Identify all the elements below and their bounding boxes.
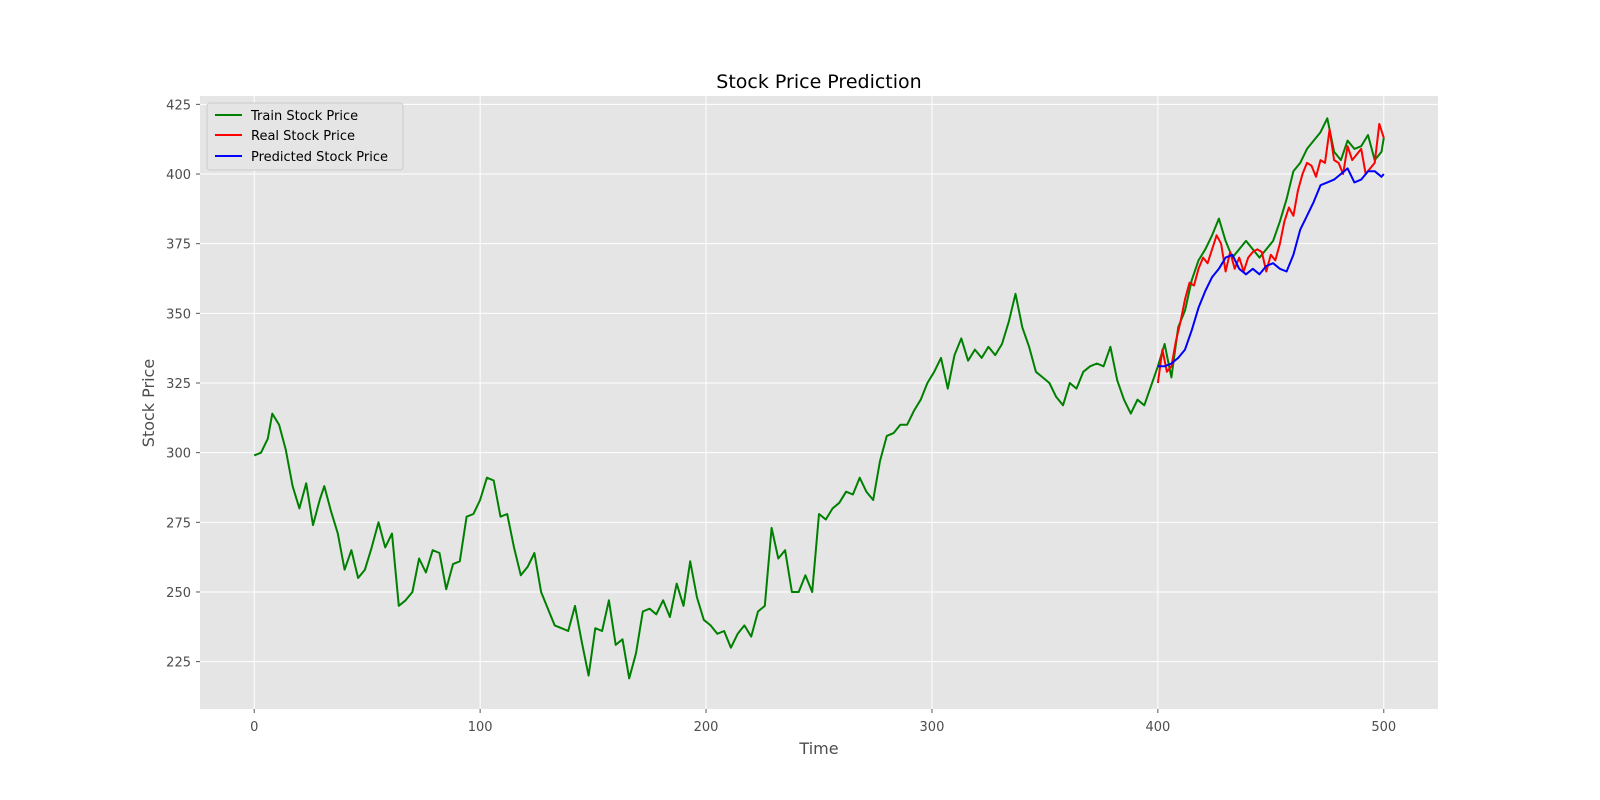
legend-box — [206, 102, 404, 171]
y-tick-label: 325 — [166, 377, 191, 392]
y-tick-label: 425 — [166, 98, 191, 113]
y-tick-label: 275 — [166, 516, 191, 531]
legend-label-train: Train Stock Price — [250, 109, 358, 124]
x-tick-label: 100 — [468, 720, 493, 735]
y-tick-label: 225 — [166, 656, 191, 671]
y-tick-label: 250 — [166, 586, 191, 601]
x-tick-label: 0 — [250, 720, 258, 735]
legend-label-real: Real Stock Price — [251, 129, 355, 144]
x-tick-label: 400 — [1145, 720, 1170, 735]
real-series-line — [1156, 122, 1385, 384]
x-tick-label: 500 — [1371, 720, 1396, 735]
y-axis-label: Stock Price — [139, 359, 158, 447]
x-axis-label: Time — [798, 739, 838, 758]
y-tick-label: 400 — [166, 168, 191, 183]
legend: Train Stock Price Real Stock Price Predi… — [206, 102, 404, 171]
y-tick-label: 350 — [166, 307, 191, 322]
train-series-line — [253, 117, 1385, 680]
y-tick-label: 375 — [166, 238, 191, 253]
plot-background — [200, 96, 1438, 709]
predicted-series-line — [1157, 167, 1385, 368]
x-tick-label: 200 — [694, 720, 719, 735]
chart-title: Stock Price Prediction — [716, 71, 921, 93]
x-tick-labels: 0 100 200 300 400 500 — [250, 709, 1396, 735]
grid — [200, 96, 1438, 709]
y-tick-label: 300 — [166, 447, 191, 462]
y-tick-labels: 225 250 275 300 325 350 375 400 425 — [166, 98, 200, 671]
x-tick-label: 300 — [920, 720, 945, 735]
legend-label-predicted: Predicted Stock Price — [251, 150, 388, 165]
series-lines — [253, 117, 1385, 680]
